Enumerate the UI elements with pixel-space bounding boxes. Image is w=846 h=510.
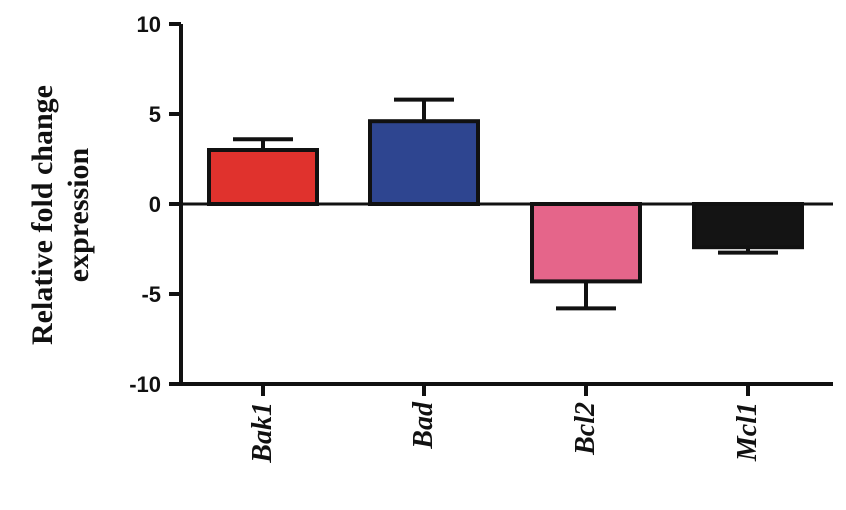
x-tick-label: Bak1	[247, 402, 278, 464]
bar-bad	[368, 119, 480, 206]
bar-bcl2	[530, 202, 642, 284]
y-tick-label: -5	[141, 282, 161, 307]
y-tick-label: 5	[149, 102, 161, 127]
x-tick-label: Bad	[408, 401, 439, 450]
tick-labels: 10 5 0 -5 -10 Bak1 Bad Bcl2 Mcl1	[129, 12, 763, 464]
y-axis-label: Relative fold change expression	[26, 85, 95, 345]
bars	[207, 97, 804, 311]
bar-mcl1	[692, 202, 804, 250]
bar-bak1	[207, 148, 319, 206]
y-tick-label: 10	[137, 12, 161, 37]
y-axis-label-line-1: Relative fold change	[26, 85, 59, 345]
x-tick-label: Mcl1	[732, 402, 763, 462]
y-tick-label: -10	[129, 372, 161, 397]
y-axis-label-line-2: expression	[62, 147, 95, 282]
y-tick-label: 0	[149, 192, 161, 217]
x-tick-label: Bcl2	[570, 402, 601, 456]
